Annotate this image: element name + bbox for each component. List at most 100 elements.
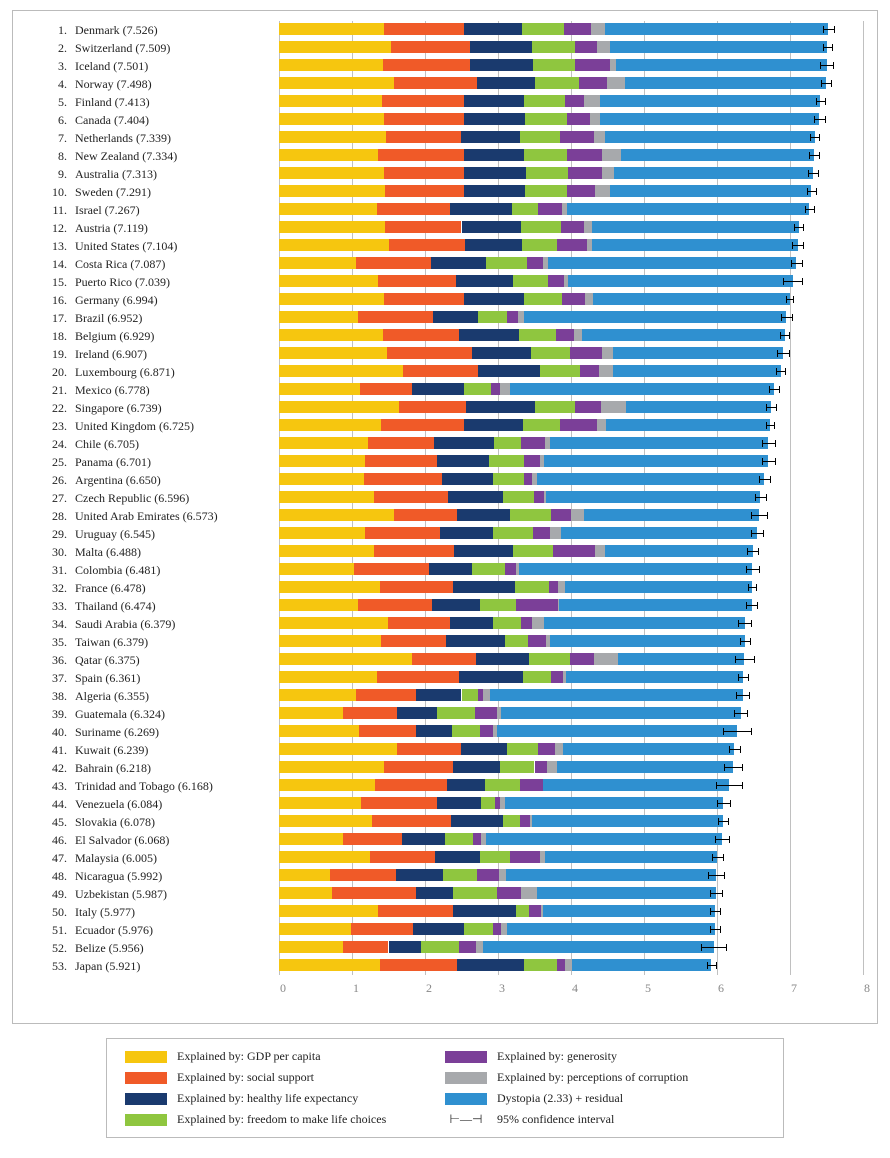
segment-generosity: [524, 473, 532, 485]
table-row: 4.Norway (7.498): [27, 75, 863, 93]
gridline: [790, 957, 791, 975]
gridline: [717, 957, 718, 975]
table-row: 2.Switzerland (7.509): [27, 39, 863, 57]
table-row: 27.Czech Republic (6.596): [27, 489, 863, 507]
error-bar: [805, 209, 814, 210]
segment-generosity: [568, 167, 602, 179]
segment-gdp: [279, 797, 361, 809]
segment-social: [360, 383, 412, 395]
segment-freedom: [462, 689, 479, 701]
segment-generosity: [557, 239, 587, 251]
segment-gdp: [279, 599, 358, 611]
error-cap-left: [807, 188, 808, 195]
bar-cell: [279, 669, 863, 687]
country-name: Malaysia (6.005): [75, 849, 279, 867]
segment-gdp: [279, 635, 381, 647]
segment-life_exp: [459, 671, 523, 683]
segment-gdp: [279, 581, 380, 593]
segment-social: [384, 113, 464, 125]
segment-dystopia: [543, 779, 729, 791]
country-name: Brazil (6.952): [75, 309, 279, 327]
segment-generosity: [477, 869, 499, 881]
rank-number: 47.: [27, 849, 75, 867]
error-cap-left: [816, 98, 817, 105]
rank-number: 37.: [27, 669, 75, 687]
error-cap-right: [832, 44, 833, 51]
bar-cell: [279, 183, 863, 201]
error-cap-right: [756, 584, 757, 591]
country-label: 19.Ireland (6.907): [27, 345, 279, 363]
segment-corruption: [602, 149, 621, 161]
error-cap-right: [792, 314, 793, 321]
bar-cell: [279, 723, 863, 741]
segment-generosity: [505, 563, 516, 575]
segment-dystopia: [572, 959, 712, 971]
error-cap-left: [712, 854, 713, 861]
segment-gdp: [279, 689, 356, 701]
segment-dystopia: [519, 563, 752, 575]
gridline: [790, 597, 791, 615]
gridline: [717, 921, 718, 939]
segment-life_exp: [432, 599, 479, 611]
country-name: Taiwan (6.379): [75, 633, 279, 651]
bar-cell: [279, 885, 863, 903]
country-label: 2.Switzerland (7.509): [27, 39, 279, 57]
segment-life_exp: [477, 77, 535, 89]
country-name: Bahrain (6.218): [75, 759, 279, 777]
segment-dystopia: [543, 905, 716, 917]
segment-generosity: [516, 599, 558, 611]
segment-generosity: [579, 77, 607, 89]
bar-cell: [279, 435, 863, 453]
country-label: 5.Finland (7.413): [27, 93, 279, 111]
gridline: [863, 345, 864, 363]
segment-freedom: [452, 725, 480, 737]
segment-gdp: [279, 815, 372, 827]
bar-cell: [279, 687, 863, 705]
axis-tick-label: 4: [572, 981, 578, 996]
error-bar: [712, 857, 724, 858]
country-name: Netherlands (7.339): [75, 129, 279, 147]
segment-corruption: [591, 23, 606, 35]
segment-life_exp: [465, 239, 522, 251]
error-cap-left: [762, 458, 763, 465]
country-name: Panama (6.701): [75, 453, 279, 471]
country-name: New Zealand (7.334): [75, 147, 279, 165]
segment-generosity: [473, 833, 481, 845]
error-cap-right: [726, 944, 727, 951]
gridline: [863, 939, 864, 957]
rank-number: 40.: [27, 723, 75, 741]
segment-generosity: [575, 59, 610, 71]
segment-corruption: [547, 761, 557, 773]
bar-cell: [279, 957, 863, 975]
table-row: 48.Nicaragua (5.992): [27, 867, 863, 885]
rank-number: 39.: [27, 705, 75, 723]
segment-social: [385, 185, 465, 197]
segment-freedom: [515, 581, 549, 593]
segment-corruption: [597, 41, 611, 53]
table-row: 10.Sweden (7.291): [27, 183, 863, 201]
table-row: 50.Italy (5.977): [27, 903, 863, 921]
segment-freedom: [535, 401, 575, 413]
table-row: 19.Ireland (6.907): [27, 345, 863, 363]
segment-freedom: [540, 365, 579, 377]
segment-freedom: [532, 41, 575, 53]
segment-corruption: [599, 365, 613, 377]
segment-generosity: [570, 347, 602, 359]
rank-number: 19.: [27, 345, 75, 363]
segment-freedom: [525, 185, 567, 197]
segment-corruption: [590, 113, 600, 125]
country-name: Slovakia (6.078): [75, 813, 279, 831]
table-row: 11.Israel (7.267): [27, 201, 863, 219]
rank-number: 48.: [27, 867, 75, 885]
segment-generosity: [549, 581, 558, 593]
segment-generosity: [556, 329, 574, 341]
segment-life_exp: [413, 923, 463, 935]
segment-dystopia: [561, 527, 757, 539]
segment-generosity: [520, 779, 543, 791]
segment-generosity: [510, 851, 541, 863]
segment-generosity: [562, 293, 585, 305]
segment-generosity: [560, 131, 594, 143]
gridline: [790, 543, 791, 561]
bar-cell: [279, 795, 863, 813]
gridline: [863, 147, 864, 165]
